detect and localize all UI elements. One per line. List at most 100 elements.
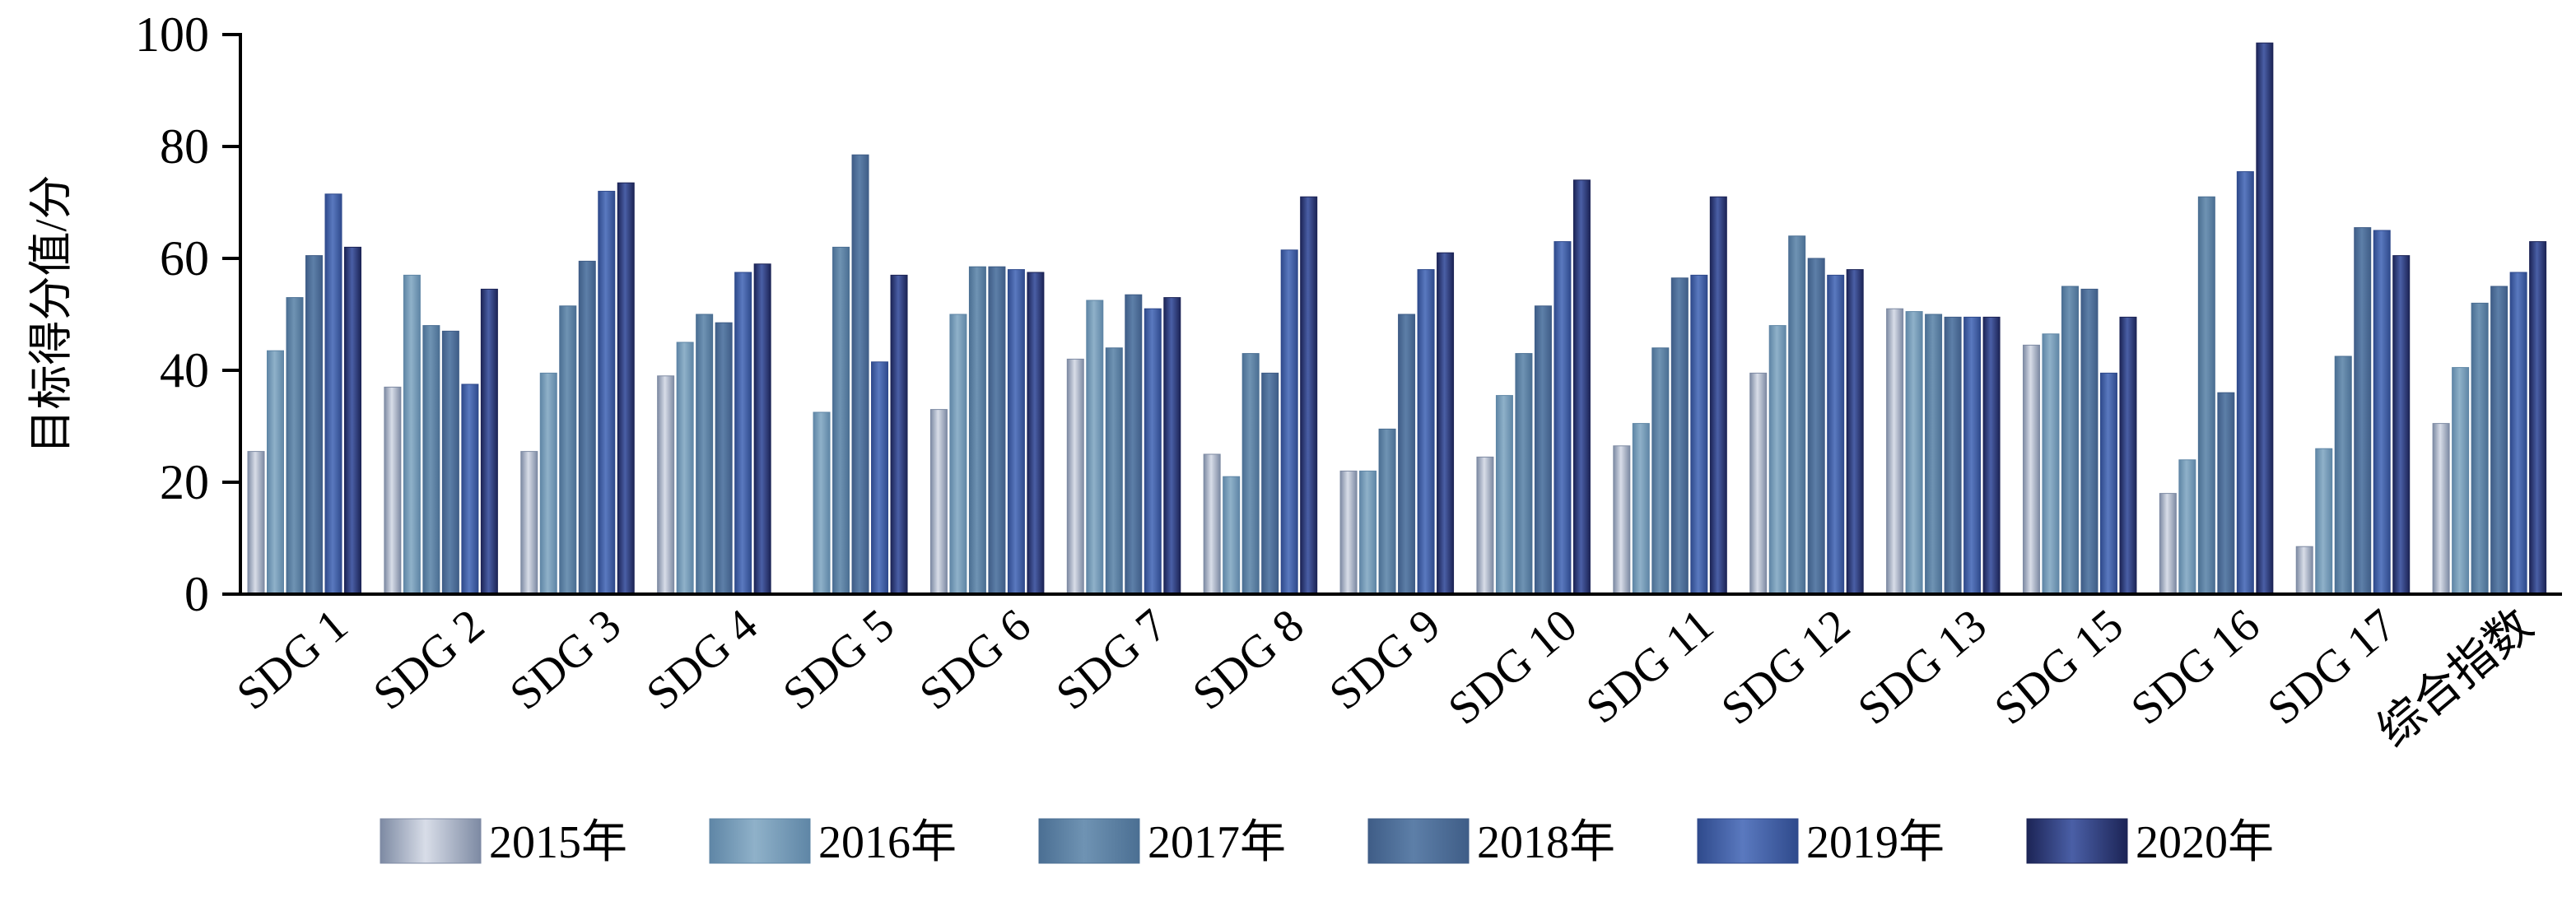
bar bbox=[2295, 546, 2313, 595]
bar bbox=[1086, 300, 1104, 595]
legend-label: 2016年 bbox=[818, 817, 957, 868]
bar bbox=[2256, 42, 2274, 595]
bar bbox=[1417, 269, 1435, 595]
bar bbox=[1827, 274, 1845, 595]
x-tick-label: SDG 1 bbox=[227, 599, 357, 720]
bar bbox=[715, 322, 733, 595]
y-tick-label: 100 bbox=[135, 7, 209, 62]
bar bbox=[1651, 347, 1670, 595]
x-tick-label: SDG 9 bbox=[1320, 599, 1450, 720]
bar bbox=[753, 263, 771, 595]
bar bbox=[539, 372, 557, 595]
x-tick-label: SDG 4 bbox=[637, 599, 767, 720]
bar bbox=[2471, 302, 2489, 595]
bar bbox=[1534, 305, 1552, 595]
bar bbox=[1572, 179, 1591, 595]
y-tick-label: 80 bbox=[160, 119, 209, 174]
bar bbox=[1982, 316, 2001, 595]
bar bbox=[247, 451, 265, 595]
bar bbox=[2509, 272, 2527, 595]
bar bbox=[2529, 241, 2547, 595]
bar bbox=[1398, 314, 1416, 595]
bar bbox=[2432, 423, 2450, 595]
legend-label: 2015年 bbox=[489, 817, 627, 868]
bar bbox=[1261, 372, 1279, 595]
bar bbox=[520, 451, 538, 595]
x-tick-label: SDG 8 bbox=[1183, 599, 1313, 720]
bar bbox=[344, 246, 361, 595]
bar bbox=[1963, 316, 1982, 595]
legend-swatch bbox=[1367, 818, 1470, 864]
bar bbox=[1925, 314, 1943, 595]
bar bbox=[871, 361, 889, 595]
bar bbox=[813, 411, 831, 595]
legend-swatch bbox=[709, 818, 811, 864]
bar bbox=[1241, 353, 1260, 595]
bar bbox=[2334, 355, 2352, 595]
bar bbox=[403, 274, 421, 595]
bar bbox=[1613, 445, 1631, 595]
bar bbox=[480, 288, 498, 595]
x-ticks: SDG 1 SDG 2 SDG 3 SDG 4 SDG 5 SDG 6 SDG 7 SDG 8… bbox=[227, 599, 2542, 756]
bar bbox=[1203, 453, 1221, 595]
x-tick-label: SDG 2 bbox=[364, 599, 494, 720]
bar bbox=[384, 386, 402, 595]
y-ticks: 0 20 40 60 80 100 bbox=[135, 7, 240, 621]
bar bbox=[1515, 353, 1533, 595]
x-tick-label: SDG 15 bbox=[1985, 599, 2132, 735]
bar bbox=[890, 274, 908, 595]
bar bbox=[1300, 196, 1318, 595]
bar bbox=[578, 260, 596, 595]
bar bbox=[1788, 235, 1806, 595]
bar bbox=[988, 266, 1006, 595]
bar bbox=[1632, 423, 1650, 595]
bar bbox=[267, 350, 284, 595]
bar bbox=[1007, 269, 1025, 595]
bar bbox=[1905, 311, 1923, 595]
bar bbox=[2236, 171, 2254, 595]
bar bbox=[2452, 367, 2470, 595]
legend-label: 2020年 bbox=[2136, 817, 2274, 868]
bar bbox=[461, 383, 479, 595]
bar bbox=[696, 314, 714, 595]
bar bbox=[1476, 456, 1494, 595]
y-tick-label: 40 bbox=[160, 343, 209, 397]
bar bbox=[968, 266, 986, 595]
bar bbox=[1280, 249, 1298, 595]
bar bbox=[2061, 286, 2079, 595]
bar bbox=[2080, 288, 2099, 595]
bar bbox=[1125, 294, 1143, 595]
bar bbox=[598, 190, 616, 595]
bar bbox=[617, 182, 635, 595]
bar bbox=[2354, 227, 2372, 595]
bar bbox=[1359, 470, 1377, 595]
bar bbox=[851, 154, 869, 595]
bar bbox=[559, 305, 577, 595]
bar bbox=[1670, 277, 1689, 595]
axes-layer bbox=[239, 33, 2562, 596]
bar bbox=[1768, 325, 1786, 595]
bar bbox=[1495, 395, 1513, 595]
bar bbox=[441, 330, 459, 595]
bar bbox=[286, 297, 304, 595]
bar bbox=[1144, 308, 1162, 595]
legend-swatch bbox=[1697, 818, 1799, 864]
bar bbox=[2392, 255, 2411, 595]
bar bbox=[2042, 333, 2060, 595]
x-tick-label: SDG 3 bbox=[501, 599, 631, 720]
bar bbox=[1886, 308, 1904, 595]
bars-layer bbox=[247, 42, 2547, 595]
bar bbox=[676, 342, 694, 595]
legend-swatch bbox=[1038, 818, 1140, 864]
bar bbox=[2490, 286, 2508, 595]
bar bbox=[657, 375, 675, 595]
bar bbox=[2022, 344, 2040, 595]
y-tick-label: 0 bbox=[184, 567, 209, 621]
bar bbox=[1027, 272, 1045, 595]
bar bbox=[832, 246, 850, 595]
legend: 2015年 2016年 2017年 2018年 2019年 2020年 bbox=[380, 817, 2274, 868]
bar bbox=[1749, 372, 1768, 595]
legend-label: 2019年 bbox=[1806, 817, 1945, 868]
